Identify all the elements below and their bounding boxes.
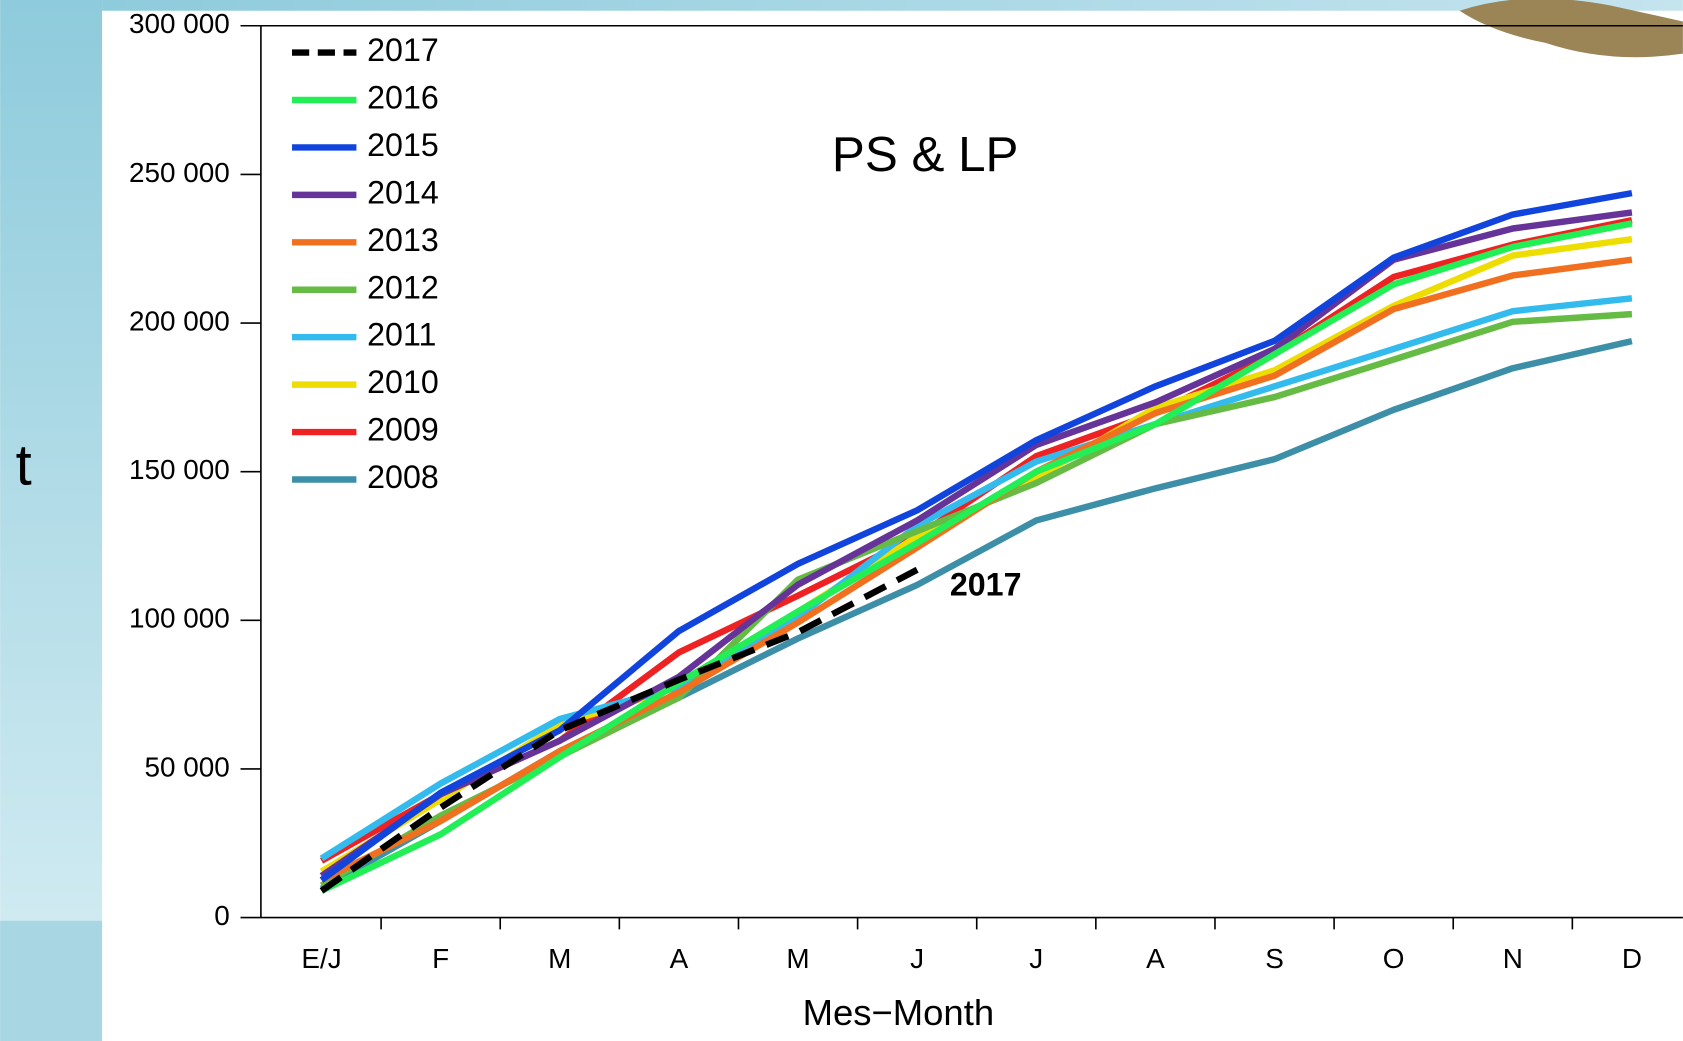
legend-label: 2012 bbox=[367, 269, 439, 305]
series-line bbox=[320, 220, 1633, 894]
x-tick-label: D bbox=[1622, 943, 1642, 974]
x-tick-label: J bbox=[1029, 943, 1043, 974]
series-line bbox=[319, 209, 1633, 879]
top-band bbox=[102, 0, 1683, 11]
series-line bbox=[319, 295, 1633, 862]
y-tick-label: 0 bbox=[214, 900, 230, 931]
y-tick-label: 150 000 bbox=[129, 454, 230, 485]
chart-title: PS & LP bbox=[832, 127, 1019, 182]
fish-decoration bbox=[1459, 0, 1683, 58]
x-tick-label: J bbox=[910, 943, 924, 974]
legend-label: 2010 bbox=[367, 364, 439, 400]
legend-label: 2015 bbox=[367, 127, 439, 163]
y-tick-label: 250 000 bbox=[129, 157, 230, 188]
y-tick-label: 100 000 bbox=[129, 603, 230, 634]
series-line bbox=[319, 338, 1633, 892]
y-tick-label: 200 000 bbox=[129, 305, 230, 336]
y-axis-label: t bbox=[16, 433, 32, 497]
x-tick-label: S bbox=[1265, 943, 1284, 974]
legend-label: 2016 bbox=[367, 80, 439, 116]
x-tick-label: A bbox=[670, 943, 689, 974]
side-band bbox=[0, 0, 103, 1041]
y-tick-label: 50 000 bbox=[144, 751, 229, 782]
y-tick-label: 300 000 bbox=[129, 8, 230, 39]
side-band-lower bbox=[0, 920, 103, 1041]
legend-label: 2011 bbox=[367, 317, 436, 353]
legend-label: 2013 bbox=[367, 222, 439, 258]
series-line bbox=[319, 217, 1633, 864]
x-tick-label: E/J bbox=[301, 943, 341, 974]
series-line bbox=[319, 566, 919, 894]
x-tick-label: O bbox=[1383, 943, 1405, 974]
legend-label: 2014 bbox=[367, 174, 439, 210]
legend-label: 2008 bbox=[367, 459, 439, 495]
x-tick-label: M bbox=[786, 943, 809, 974]
legend-label: 2017 bbox=[367, 32, 439, 68]
annotation: 2017 bbox=[950, 567, 1022, 603]
x-tick-label: M bbox=[548, 943, 571, 974]
x-axis-label: Mes−Month bbox=[803, 992, 995, 1033]
legend-label: 2009 bbox=[367, 412, 439, 448]
x-tick-label: F bbox=[432, 943, 449, 974]
x-tick-label: A bbox=[1146, 943, 1165, 974]
x-tick-label: N bbox=[1503, 943, 1523, 974]
